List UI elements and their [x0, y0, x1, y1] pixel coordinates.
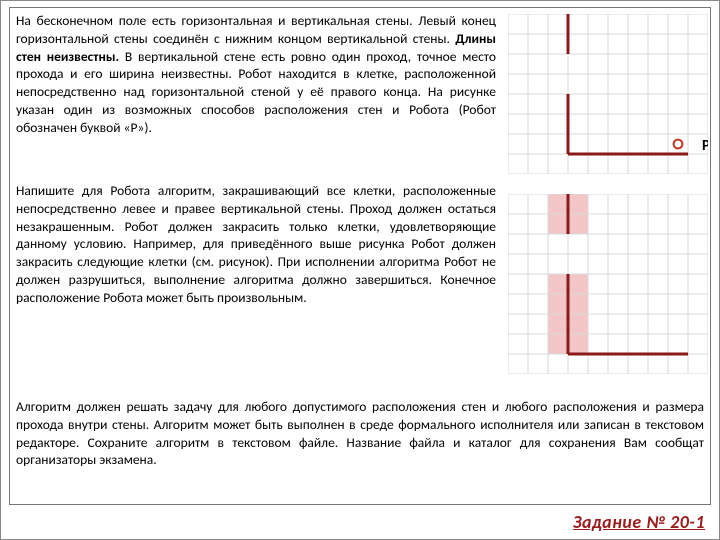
p1-text-a: На бесконечном поле есть горизонтальная …: [16, 12, 496, 47]
diagram-top: P: [508, 14, 708, 174]
slide: На бесконечном поле есть горизонтальная …: [0, 0, 720, 540]
paragraph-1: На бесконечном поле есть горизонтальная …: [16, 12, 496, 137]
diagram-bottom: [508, 194, 708, 374]
content-frame: На бесконечном поле есть горизонтальная …: [9, 7, 711, 505]
paragraph-3: Алгоритм должен решать задачу для любого…: [16, 398, 704, 469]
paragraph-2: Напишите для Робота алгоритм, закрашиваю…: [16, 182, 496, 307]
svg-text:P: P: [702, 137, 708, 155]
task-number-label: Задание № 20-1: [573, 511, 705, 533]
